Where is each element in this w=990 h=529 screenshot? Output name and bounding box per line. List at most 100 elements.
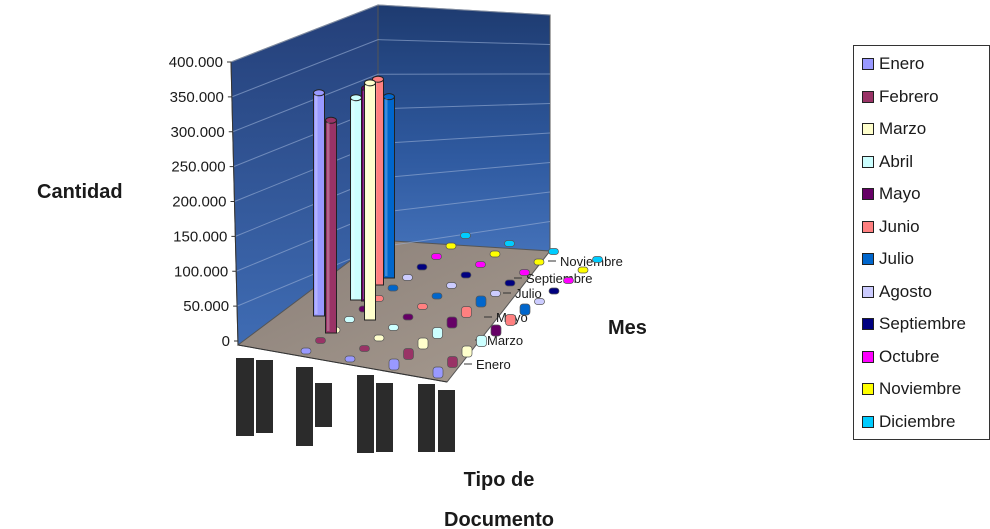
legend-item: Junio <box>862 216 920 238</box>
z-tick-label: Julio <box>515 286 542 301</box>
floor-marker <box>417 337 429 350</box>
floor-marker <box>533 258 545 266</box>
floor-marker <box>548 287 560 295</box>
gridline <box>377 103 551 110</box>
floor-marker <box>344 355 356 363</box>
legend-swatch <box>862 285 874 298</box>
floor-marker <box>475 295 487 308</box>
floor-marker <box>402 274 413 281</box>
floor-marker <box>446 316 458 329</box>
floor-marker <box>388 324 399 331</box>
y-tick-label: 400.000 <box>169 54 223 71</box>
bar <box>313 89 325 317</box>
z-tick-label: Enero <box>476 357 511 372</box>
floor-marker <box>402 313 414 321</box>
legend-swatch <box>862 253 874 265</box>
x-axis-title: Tipo de Documento <box>444 469 554 529</box>
legend-label: Julio <box>879 249 914 268</box>
floor-marker <box>563 277 574 284</box>
legend-swatch <box>862 188 874 200</box>
legend-swatch <box>862 220 874 233</box>
y-tick-label: 350.000 <box>170 89 224 106</box>
floor-marker <box>417 303 428 310</box>
legend-swatch <box>862 90 874 103</box>
bar <box>383 93 395 279</box>
floor-marker <box>403 348 414 360</box>
gridline <box>377 4 551 16</box>
bars <box>313 75 395 334</box>
floor-marker <box>505 314 516 326</box>
floor-marker <box>373 334 385 342</box>
z-tick-label: Noviembre <box>560 254 623 269</box>
bar <box>350 94 362 301</box>
gridline <box>377 191 551 214</box>
category-block <box>256 360 273 433</box>
gridline <box>377 39 551 45</box>
legend-item: Enero <box>862 53 924 75</box>
floor-marker <box>359 345 370 352</box>
y-tick-label: 150.000 <box>173 228 227 245</box>
z-tick-label: Marzo <box>487 333 523 348</box>
floor-marker <box>432 366 444 379</box>
floor-marker <box>432 327 443 339</box>
legend-label: Enero <box>879 54 925 73</box>
y-tick-label: 250.000 <box>171 159 225 176</box>
y-axis-title: Cantidad <box>37 181 123 203</box>
floor-marker <box>461 306 472 318</box>
legend-label: Agosto <box>879 281 932 301</box>
z-axis-title: Mes <box>608 317 647 339</box>
floor-marker <box>315 337 326 344</box>
legend-label: Mayo <box>879 184 921 203</box>
floor-marker <box>504 279 516 287</box>
category-block <box>438 390 455 452</box>
legend-label: Junio <box>879 216 920 236</box>
legend-label: Septiembre <box>879 314 966 333</box>
legend-item: Agosto <box>862 281 932 303</box>
legend-swatch <box>862 155 874 168</box>
floor-marker <box>447 356 458 368</box>
floor-marker <box>592 256 603 263</box>
floor-marker <box>344 316 355 323</box>
floor-marker <box>490 324 502 337</box>
y-tick-label: 0 <box>222 333 230 350</box>
legend-swatch <box>862 415 874 428</box>
legend-item: Marzo <box>862 118 926 140</box>
legend-label: Febrero <box>879 86 939 106</box>
legend-swatch <box>862 318 874 330</box>
legend-item: Julio <box>862 248 914 270</box>
legend-label: Marzo <box>879 119 927 138</box>
y-tick-label: 100.000 <box>174 263 228 280</box>
floor-marker <box>388 358 400 371</box>
floor-marker <box>416 263 428 271</box>
back-wall <box>377 4 551 283</box>
legend-label: Noviembre <box>879 379 962 398</box>
gridline <box>377 162 551 179</box>
floor-marker <box>461 345 473 358</box>
floor-marker <box>476 335 487 347</box>
floor-marker <box>548 248 559 255</box>
floor-marker <box>489 250 501 258</box>
legend-label: Octubre <box>879 346 940 366</box>
legend-swatch <box>862 58 874 70</box>
floor-marker <box>577 266 589 274</box>
bar <box>364 79 376 321</box>
floor-markers <box>300 232 603 379</box>
category-block <box>296 367 313 446</box>
z-tick-label: Septiembre <box>526 271 592 286</box>
category-block <box>418 384 435 452</box>
floor-marker <box>387 284 399 292</box>
gridline <box>230 4 379 63</box>
x-axis-category-blocks <box>236 344 455 453</box>
bar <box>325 116 337 334</box>
floor-marker <box>519 303 531 316</box>
legend-label: Diciembre <box>879 411 956 431</box>
legend-item: Febrero <box>862 86 939 108</box>
floor-marker <box>490 290 501 297</box>
legend-label: Abril <box>879 151 914 171</box>
floor-marker <box>460 271 472 279</box>
category-block <box>376 383 393 452</box>
floor-marker <box>445 242 457 250</box>
legend-item: Octubre <box>862 346 939 368</box>
floor-marker <box>431 292 443 300</box>
